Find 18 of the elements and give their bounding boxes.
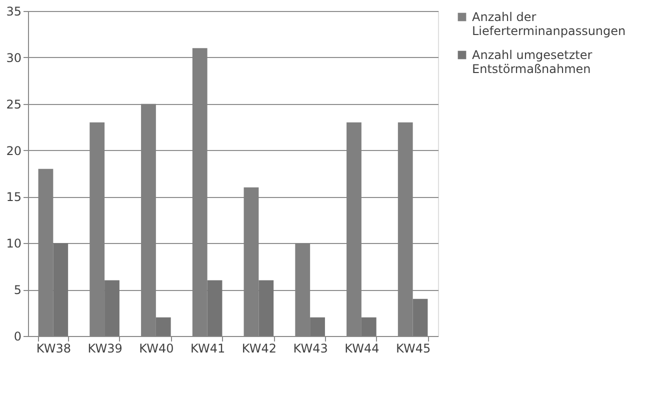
y-tick-label: 25 xyxy=(6,97,22,112)
x-tick-label: KW39 xyxy=(88,342,122,356)
x-tick-label: KW38 xyxy=(36,342,71,356)
y-tick-label: 5 xyxy=(14,283,22,298)
x-tick-label: KW44 xyxy=(344,342,380,356)
y-tick-label: 20 xyxy=(6,144,22,158)
y-tick-label: 15 xyxy=(6,190,22,204)
legend-label: Anzahl der Lieferterminanpassungen xyxy=(472,10,626,38)
x-tick-label: KW45 xyxy=(396,342,431,356)
legend-label: Anzahl umgesetzter Entstörmaßnahmen xyxy=(472,48,592,76)
x-tick-label: KW42 xyxy=(242,342,276,356)
x-tick-label: KW40 xyxy=(139,342,174,356)
y-tick-label: 10 xyxy=(6,236,22,251)
x-tick-label: KW41 xyxy=(190,342,226,356)
y-tick-label: 30 xyxy=(6,50,22,65)
y-tick-label: 0 xyxy=(14,330,22,344)
y-tick-label: 35 xyxy=(6,4,22,18)
x-tick-label: KW43 xyxy=(293,342,328,356)
